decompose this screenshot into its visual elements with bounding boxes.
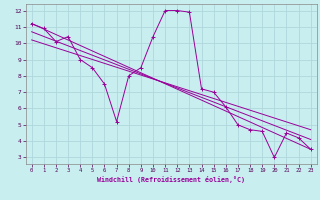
X-axis label: Windchill (Refroidissement éolien,°C): Windchill (Refroidissement éolien,°C)	[97, 176, 245, 183]
